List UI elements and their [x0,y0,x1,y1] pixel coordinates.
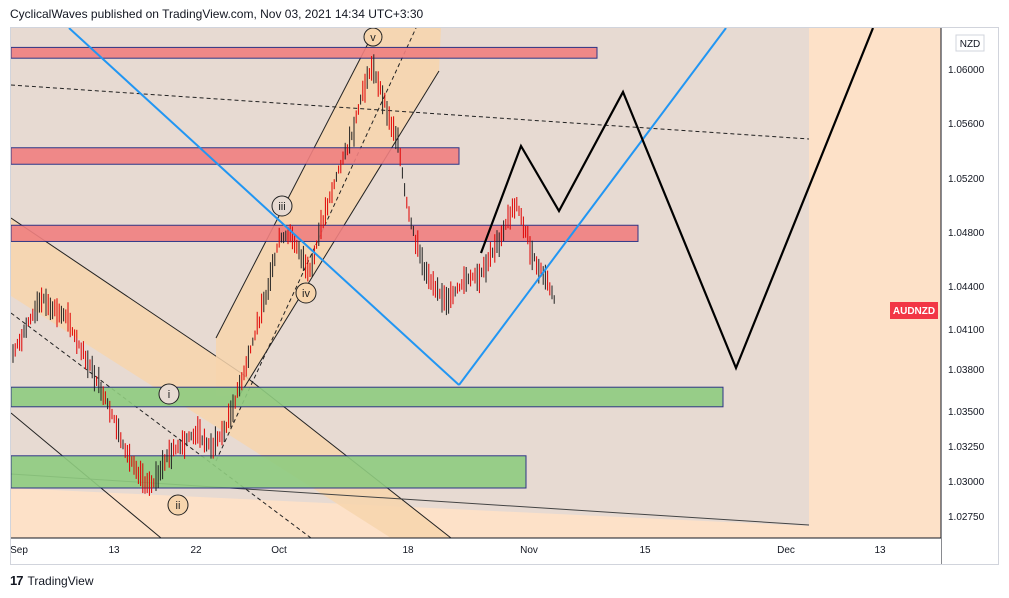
price-tick-label: 1.03800 [948,365,985,376]
price-badge: AUDNZD [890,302,938,319]
time-tick-label: 18 [402,545,414,556]
future-area [809,28,941,538]
svg-text:v: v [370,32,376,44]
time-tick-label: Sep [11,545,28,556]
candles [12,54,555,496]
price-tick-label: 1.03500 [948,407,985,418]
time-tick-label: Dec [777,545,795,556]
svg-text:ii: ii [176,500,181,512]
rising-channel-fill [216,28,441,396]
time-ticks: Sep 13 22 Oct 18 Nov 15 Dec 13 [11,545,886,556]
zone-red [11,224,639,242]
time-tick-label: Nov [520,545,538,556]
svg-text:iii: iii [278,201,285,213]
currency-badge: NZD [955,34,985,52]
price-tick-label: 1.05200 [948,174,985,185]
blue-line-ascending [458,28,727,386]
price-tick-label: 1.04800 [948,228,985,239]
wave-label-iii: iii [271,195,293,217]
svg-text:NZD: NZD [960,39,981,50]
footer-brand: TradingView [27,573,94,588]
price-tick-label: 1.02750 [948,512,985,523]
price-ticks: 1.06000 1.05600 1.05200 1.04800 1.04400 1.041… [948,65,985,523]
time-tick-label: Oct [271,545,287,556]
price-tick-label: 1.04400 [948,282,985,293]
svg-text:iv: iv [302,288,310,300]
time-axis[interactable] [11,538,941,565]
price-tick-label: 1.03000 [948,477,985,488]
price-tick-label: 1.03250 [948,442,985,453]
zone-green [11,386,724,408]
rising-channel-upper [215,28,377,339]
tradingview-logo-icon: 17 [10,573,24,588]
wave-label-iv: iv [295,282,317,304]
price-axis[interactable] [941,28,999,565]
descending-channel-upper [11,217,242,374]
price-tick-label: 1.06000 [948,65,985,76]
chart-frame[interactable]: v iii iv i ii NZD 1.06000 1.05600 1.05200 1… [10,27,999,565]
svg-text:i: i [168,389,170,401]
wave-label-ii: ii [167,494,189,516]
time-tick-label: 13 [108,545,120,556]
dashed-trendline [11,84,810,140]
projected-path [479,28,875,371]
time-tick-label: 15 [639,545,651,556]
price-tick-label: 1.04100 [948,325,985,336]
time-tick-label: 13 [874,545,886,556]
publish-header: CyclicalWaves published on TradingView.c… [10,7,424,21]
time-tick-label: 22 [190,545,202,556]
wave-label-v: v [363,28,383,47]
blue-line-descending [68,28,460,386]
price-tick-label: 1.05600 [948,119,985,130]
footer: 17 TradingView [10,573,94,588]
zone-green [11,455,527,489]
price-chart[interactable]: v iii iv i ii NZD 1.060001.056001.052001… [11,28,999,565]
zone-red [11,147,460,165]
zones [11,46,724,489]
svg-text:AUDNZD: AUDNZD [893,306,935,317]
zone-red [11,46,598,59]
wave-label-i: i [158,383,180,405]
